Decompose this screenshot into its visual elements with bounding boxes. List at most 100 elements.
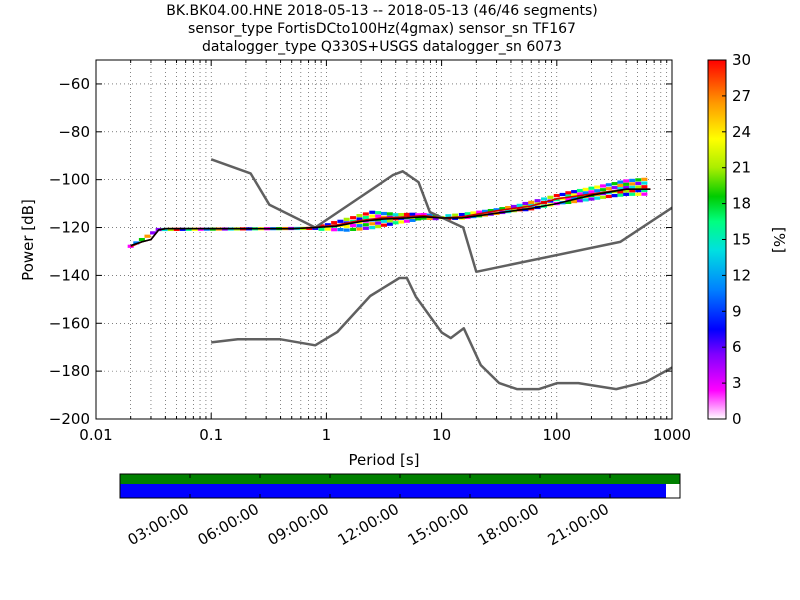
density-cell — [324, 227, 331, 231]
density-cell — [571, 196, 578, 200]
density-cell — [516, 203, 523, 207]
colorbar-tick-label: 0 — [732, 410, 742, 428]
density-cell — [375, 221, 382, 225]
y-tick-label: −100 — [49, 171, 90, 189]
density-cell — [386, 222, 393, 226]
x-axis-label: Period [s] — [348, 451, 419, 469]
colorbar-label: [%] — [770, 227, 788, 253]
plot-frame — [95, 59, 673, 420]
density-cell — [458, 212, 465, 217]
density-cell — [629, 185, 636, 189]
timeline-tick-label: 15:00:00 — [405, 500, 472, 549]
density-cell — [369, 222, 376, 226]
density-cell — [356, 214, 363, 218]
density-cell — [362, 223, 369, 227]
title-line-3: datalogger_type Q330S+USGS datalogger_sn… — [202, 39, 562, 55]
density-cell — [409, 218, 416, 222]
density-cell — [499, 207, 506, 211]
colorbar-tick-label: 9 — [732, 302, 742, 320]
density-cell — [386, 219, 393, 223]
series-line — [130, 188, 651, 247]
density-cell — [623, 182, 630, 186]
timeline-tick-label: 09:00:00 — [265, 500, 332, 549]
density-cell — [452, 213, 459, 217]
density-cell — [629, 189, 636, 193]
colorbar-tick-label: 15 — [732, 231, 751, 249]
density-cell — [571, 199, 578, 204]
density-cell — [553, 194, 560, 198]
y-tick-label: −140 — [49, 266, 90, 284]
density-cell — [324, 223, 331, 227]
density-cell — [369, 214, 376, 218]
density-cell — [426, 213, 433, 217]
density-cell — [635, 185, 642, 189]
density-cell — [594, 189, 601, 193]
y-tick-label: −200 — [49, 410, 90, 428]
density-cell — [571, 193, 578, 197]
density-cell — [470, 211, 477, 215]
density-cell — [534, 199, 541, 203]
y-tick-label: −120 — [49, 219, 90, 237]
density-cell — [629, 178, 636, 183]
density-cell — [420, 216, 427, 220]
density-cell — [623, 179, 630, 183]
density-cell — [362, 226, 369, 230]
density-cell — [623, 192, 630, 196]
density-cell — [641, 177, 648, 181]
density-cell — [600, 195, 607, 199]
density-cell — [617, 190, 624, 194]
density-cell — [464, 212, 471, 216]
density-cell — [571, 190, 578, 194]
density-cell — [426, 216, 433, 220]
series-line — [211, 276, 672, 391]
density-cell — [582, 198, 589, 202]
density-cell — [356, 224, 363, 228]
density-cell — [369, 210, 376, 214]
density-cell — [369, 226, 376, 230]
density-cell — [331, 221, 338, 225]
density-cell — [547, 195, 554, 199]
coverage-timeline: 03:00:00 06:00:00 09:00:00 12:00:00 15:00:00… — [119, 473, 681, 549]
x-axis: 0.01 0.1 1 10 100 1000 — [79, 60, 691, 444]
title-line-1: BK.BK04.00.HNE 2018-05-13 -- 2018-05-13 … — [166, 3, 598, 19]
density-cell — [392, 213, 399, 217]
colorbar-tick-label: 6 — [732, 338, 742, 356]
density-cell — [582, 191, 589, 195]
density-cell — [576, 192, 583, 196]
density-cell — [476, 210, 483, 214]
density-cell — [150, 231, 157, 235]
timeline-tick-label: 03:00:00 — [125, 500, 192, 549]
density-cell — [611, 186, 618, 190]
density-cell — [565, 197, 572, 201]
density-cell — [445, 214, 452, 218]
density-cell — [541, 197, 548, 201]
density-cell — [318, 227, 325, 231]
density-cell — [635, 178, 642, 182]
density-cell — [144, 234, 151, 238]
density-cell — [565, 194, 572, 198]
colorbar-tick-label: 27 — [732, 87, 751, 105]
density-cell — [398, 213, 405, 217]
plot-series — [130, 158, 672, 391]
density-cell — [487, 208, 494, 213]
density-cell — [493, 208, 500, 212]
density-cell — [617, 187, 624, 191]
density-cell — [635, 181, 642, 186]
y-tick-label: −80 — [58, 123, 90, 141]
x-tick-label: 0.01 — [79, 426, 112, 444]
colorbar-tick-label: 24 — [732, 123, 751, 141]
x-tick-label: 1 — [322, 426, 332, 444]
density-cell — [641, 181, 648, 185]
density-cell — [505, 205, 512, 210]
density-cell — [576, 188, 583, 193]
series-line — [210, 158, 672, 274]
density-cell — [605, 194, 612, 199]
density-cell — [337, 219, 344, 223]
density-cell — [635, 192, 642, 196]
density-cell — [617, 193, 624, 197]
density-cell — [559, 192, 566, 197]
density-cell — [362, 215, 369, 220]
density-cell — [528, 200, 535, 205]
density-cell — [600, 188, 607, 192]
density-cell — [356, 217, 363, 221]
